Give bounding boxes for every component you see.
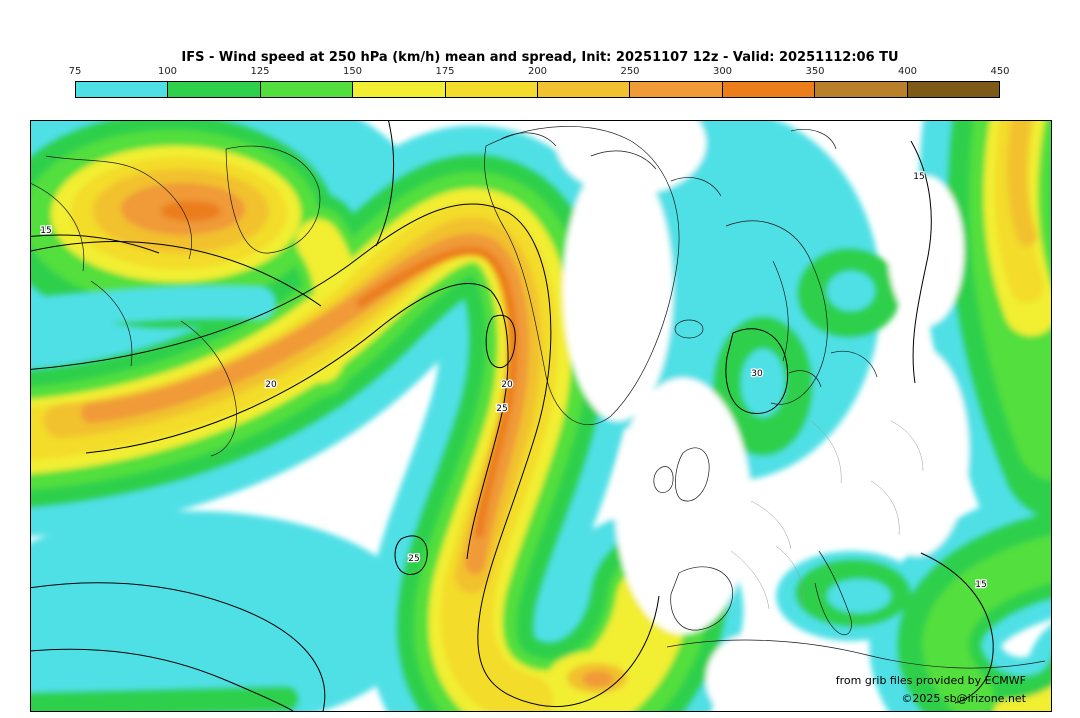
colorbar-segment	[815, 82, 908, 97]
contour-label: 20	[501, 380, 513, 390]
map-panel: 15 20 25 25 20 15 15 30 from grib files …	[30, 120, 1052, 712]
wind-fill-layer	[31, 121, 1051, 711]
colorbar-segment	[538, 82, 631, 97]
credit-ecmwf: from grib files provided by ECMWF	[835, 674, 1026, 687]
colorbar-segments	[75, 81, 1000, 98]
colorbar-segment	[260, 82, 354, 97]
colorbar-tick-label: 175	[435, 66, 455, 77]
chart-title: IFS - Wind speed at 250 hPa (km/h) mean …	[181, 50, 899, 65]
colorbar: 75 100 125 150 175 200 250 300 350 400 450	[69, 66, 1010, 98]
contour-label: 15	[975, 580, 986, 590]
colorbar-tick-label: 100	[157, 66, 178, 77]
colorbar-segment	[907, 82, 1000, 97]
colorbar-tick-label: 75	[68, 66, 82, 77]
colorbar-segment	[168, 82, 261, 97]
contour-label: 15	[913, 172, 924, 182]
colorbar-tick-label: 200	[527, 66, 548, 77]
colorbar-segment	[76, 82, 169, 97]
colorbar-tick-label: 150	[342, 66, 363, 77]
colorbar-segment	[445, 82, 539, 97]
colorbar-segment	[630, 82, 723, 97]
spread-contour-lines	[31, 121, 994, 711]
colorbar-tick-label: 300	[712, 66, 733, 77]
colorbar-tick-label: 125	[250, 66, 270, 77]
wind-map-svg: 15 20 25 25 20 15 15 30	[31, 121, 1051, 711]
colorbar-tick-label: 450	[990, 66, 1010, 77]
contour-label: 15	[40, 226, 51, 236]
colorbar-ticks: 75 100 125 150 175 200 250 300 350 400 450	[69, 66, 1010, 81]
copyright: ©2025 sb@irizone.net	[901, 692, 1026, 705]
contour-label: 25	[408, 554, 419, 564]
contour-label: 30	[751, 369, 763, 379]
colorbar-tick-label: 400	[897, 66, 918, 77]
contour-label-group: 15 20 25 25 20 15 15 30	[39, 171, 988, 592]
contour-label: 25	[496, 404, 507, 414]
colorbar-tick-label: 350	[805, 66, 825, 77]
contour-label: 20	[265, 380, 277, 390]
coastlines	[31, 126, 1046, 669]
colorbar-segment	[722, 82, 816, 97]
colorbar-segment	[353, 82, 446, 97]
colorbar-tick-label: 250	[620, 66, 640, 77]
